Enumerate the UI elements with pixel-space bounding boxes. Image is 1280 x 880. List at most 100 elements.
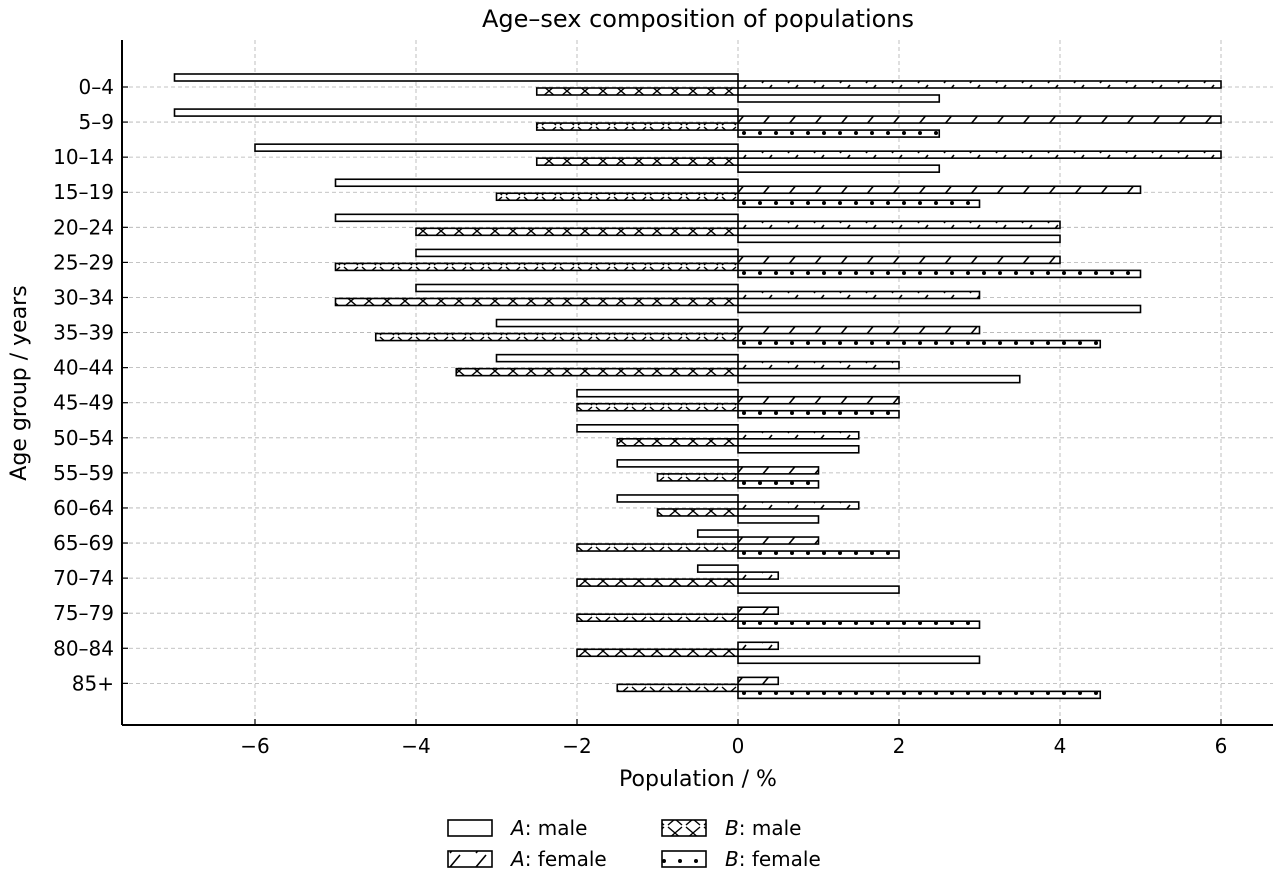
y-tick-label: 45–49 <box>53 391 114 415</box>
bar-a-male <box>696 529 739 538</box>
bar-a-female <box>737 290 981 300</box>
x-tick-label: −6 <box>240 734 269 758</box>
bar-b-female <box>737 199 981 209</box>
bar-a-female <box>737 80 1222 89</box>
bar-a-female <box>737 150 1222 159</box>
bar-b-female <box>737 515 820 524</box>
x-tick-label: −2 <box>562 734 591 758</box>
bar-b-male <box>334 262 739 272</box>
y-tick-label: 5–9 <box>79 110 114 134</box>
bar-a-female <box>737 430 860 440</box>
y-tick-label: 80–84 <box>53 636 114 660</box>
y-tick-label: 85+ <box>72 671 114 695</box>
y-axis-label: Age group / years <box>7 285 32 480</box>
y-ticks: 0–4 5–9 10–14 15–19 20–24 25–29 30–34 35–39 40–4… <box>53 75 128 695</box>
legend-swatch <box>661 819 707 837</box>
bar-a-male <box>495 353 739 363</box>
bar-b-male <box>616 683 739 693</box>
bar-b-female <box>737 620 981 630</box>
chart-title: Age–sex composition of populations <box>482 5 914 33</box>
y-tick-label: 35–39 <box>53 321 114 345</box>
bar-b-female <box>737 234 1061 244</box>
x-axis-label: Population / % <box>619 767 777 792</box>
bar-a-male <box>173 108 739 117</box>
bar-b-male <box>656 473 739 482</box>
bar-a-male <box>334 213 739 223</box>
bar-b-male <box>415 227 739 237</box>
bar-b-female <box>737 304 1142 314</box>
y-tick-label: 30–34 <box>53 285 114 309</box>
bar-a-female <box>737 185 1142 195</box>
bar-a-female <box>737 606 780 616</box>
bar-a-female <box>737 325 981 335</box>
x-ticks: −6 −4 −2 0 2 4 6 <box>240 719 1227 758</box>
bar-b-female <box>737 409 900 419</box>
legend-label: B: male <box>725 816 801 840</box>
bar-a-male <box>254 143 739 152</box>
bar-b-male <box>576 543 739 552</box>
bar-b-male <box>576 613 739 623</box>
bar-a-female <box>737 115 1222 124</box>
bar-a-male <box>616 459 739 468</box>
bar-b-female <box>737 94 941 103</box>
bars <box>173 73 1222 700</box>
bar-b-male <box>656 508 739 517</box>
y-tick-label: 75–79 <box>53 601 114 625</box>
bar-b-female <box>737 444 860 454</box>
bar-a-female <box>737 641 780 651</box>
y-tick-label: 25–29 <box>53 250 114 274</box>
x-tick-label: −4 <box>401 734 430 758</box>
bar-b-female <box>737 655 981 665</box>
legend-label: A: male <box>509 816 587 840</box>
legend-swatch <box>447 850 493 868</box>
x-tick-label: 4 <box>1054 734 1067 758</box>
bar-a-male <box>616 494 739 503</box>
bar-a-female <box>737 676 780 686</box>
axes <box>121 40 1273 726</box>
y-tick-label: 70–74 <box>53 566 114 590</box>
x-tick-label: 6 <box>1215 734 1228 758</box>
legend-swatch <box>661 850 707 868</box>
bar-b-female <box>737 374 1021 384</box>
bar-b-male <box>374 332 739 342</box>
bar-a-female <box>737 220 1061 230</box>
y-tick-label: 60–64 <box>53 496 114 520</box>
bar-a-male <box>696 564 739 573</box>
bar-b-male <box>535 87 739 96</box>
legend-swatch <box>447 819 493 837</box>
bar-b-male <box>334 297 739 307</box>
y-tick-label: 15–19 <box>53 180 114 204</box>
bar-b-male <box>455 367 739 377</box>
bar-a-male <box>415 283 739 293</box>
legend-label: B: female <box>725 847 821 871</box>
bar-b-female <box>737 269 1142 279</box>
bar-a-male <box>334 178 739 188</box>
bar-b-male <box>616 437 739 447</box>
legend-label: A: female <box>509 847 607 871</box>
bar-b-female <box>737 550 900 559</box>
bar-a-male <box>495 318 739 328</box>
bar-a-female <box>737 571 780 580</box>
y-tick-label: 10–14 <box>53 145 114 169</box>
x-tick-label: 2 <box>893 734 906 758</box>
y-tick-label: 0–4 <box>79 75 114 99</box>
bar-a-female <box>737 395 900 405</box>
bar-b-female <box>737 585 900 594</box>
bar-b-female <box>737 339 1102 349</box>
bar-b-male <box>535 122 739 131</box>
bar-b-male <box>576 578 739 587</box>
x-tick-label: 0 <box>732 734 745 758</box>
legend: A: male A: female B: male B: female <box>447 816 821 871</box>
y-tick-label: 55–59 <box>53 461 114 485</box>
bar-a-female <box>737 466 820 475</box>
bar-b-female <box>737 690 1102 700</box>
bar-b-female <box>737 164 941 173</box>
bar-b-male <box>576 648 739 658</box>
bar-b-male <box>535 157 739 166</box>
y-tick-label: 50–54 <box>53 426 114 450</box>
y-tick-label: 20–24 <box>53 215 114 239</box>
bar-a-female <box>737 536 820 545</box>
bar-a-male <box>576 423 739 433</box>
bar-b-female <box>737 129 941 138</box>
